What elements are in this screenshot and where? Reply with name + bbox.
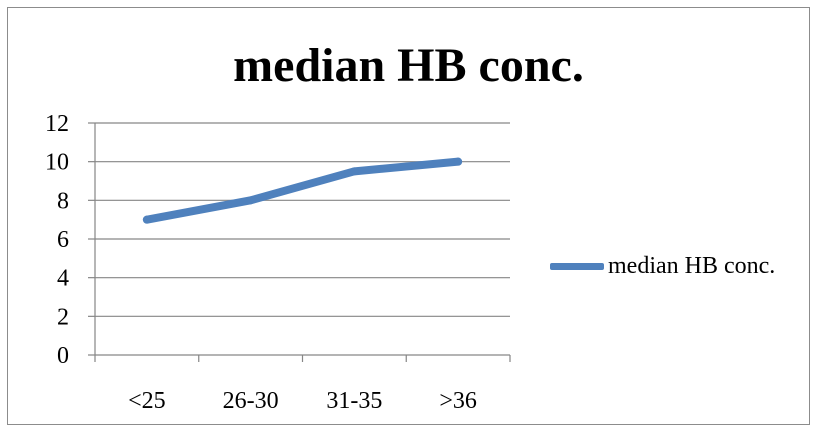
legend-swatch <box>550 262 604 270</box>
chart-title: median HB conc. <box>233 39 584 92</box>
y-tick-label: 10 <box>45 150 69 176</box>
y-tick-label: 8 <box>57 188 69 214</box>
y-tick-label: 2 <box>57 304 69 330</box>
y-tick-label: 6 <box>57 227 69 253</box>
x-tick-label: 31-35 <box>326 388 382 414</box>
y-tick-label: 4 <box>57 266 69 292</box>
legend-label: median HB conc. <box>608 253 776 279</box>
y-tick-label: 12 <box>45 111 69 137</box>
series-line <box>142 157 463 224</box>
x-tick-label: 26-30 <box>223 388 279 414</box>
data-point <box>142 215 151 224</box>
legend: median HB conc. <box>550 251 775 281</box>
data-point <box>350 167 359 176</box>
x-tick-label: <25 <box>128 388 166 414</box>
data-point <box>454 157 463 166</box>
data-point <box>246 196 255 205</box>
x-tick-label: >36 <box>439 388 477 414</box>
y-tick-label: 0 <box>57 343 69 369</box>
